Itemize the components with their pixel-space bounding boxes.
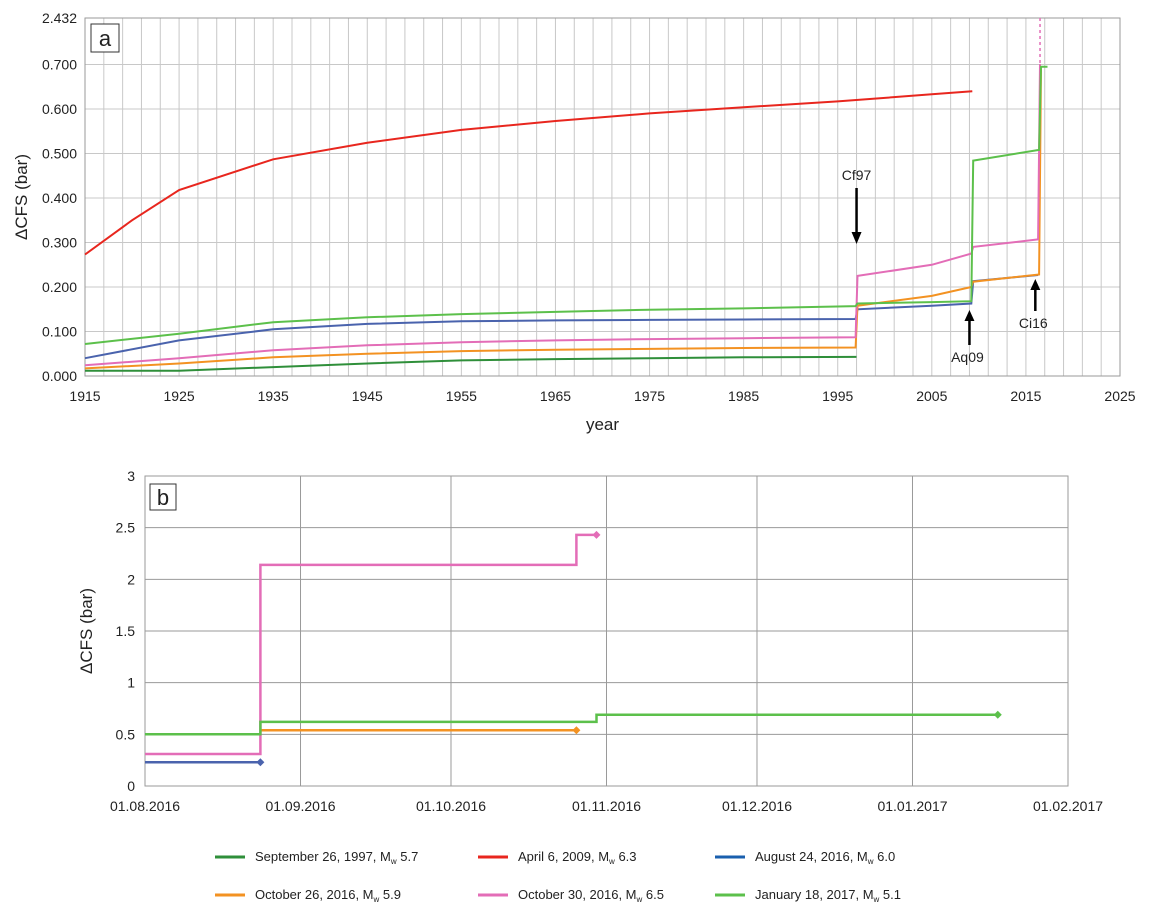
legend-label-text: October 30, 2016, M	[518, 887, 637, 902]
y-tick-label: 3	[127, 468, 135, 484]
x-tick-label: 1945	[352, 388, 383, 404]
x-tick-label: 2025	[1104, 388, 1135, 404]
y-axis-label: ΔCFS (bar)	[77, 588, 96, 674]
series-line-a-2	[84, 274, 1039, 360]
series-line-a-3	[84, 68, 1042, 370]
annotation-arrowhead	[851, 232, 862, 244]
x-tick-label: 1915	[69, 388, 100, 404]
legend-label-magnitude: 6.5	[642, 887, 664, 902]
legend-label-text: April 6, 2009, M	[518, 849, 609, 864]
y-tick-label: 0.5	[116, 726, 136, 742]
legend-label-magnitude: 5.1	[879, 887, 901, 902]
y-tick-label: 0.200	[42, 279, 77, 295]
legend-label-subscript: w	[373, 895, 380, 904]
y-tick-label: 2.432	[42, 10, 77, 26]
legend-label: September 26, 1997, Mw 5.7	[255, 849, 418, 866]
plot-frame	[84, 17, 1121, 377]
legend-label-subscript: w	[636, 895, 643, 904]
y-tick-label: 1	[127, 675, 135, 691]
series-line-a-5	[84, 65, 1048, 345]
x-tick-label: 1955	[446, 388, 477, 404]
series-end-marker	[256, 758, 265, 767]
legend-label-subscript: w	[867, 857, 874, 866]
x-tick-label: 1975	[634, 388, 665, 404]
legend-label-subscript: w	[608, 857, 615, 866]
annotation-arrowhead	[1030, 279, 1041, 290]
x-tick-label: 01.09.2016	[265, 798, 335, 814]
panel-label-box	[149, 483, 177, 511]
y-tick-label: 0.500	[42, 146, 77, 162]
legend-label-text: October 26, 2016, M	[255, 887, 374, 902]
legend-label-text: August 24, 2016, M	[755, 849, 868, 864]
y-tick-label: 2	[127, 571, 135, 587]
x-tick-label: 1965	[540, 388, 571, 404]
legend-label: August 24, 2016, Mw 6.0	[755, 849, 895, 866]
x-tick-label: 2005	[916, 388, 947, 404]
x-tick-label: 2015	[1010, 388, 1041, 404]
series-line-a-0	[85, 355, 857, 372]
annotation-arrowhead	[964, 310, 975, 321]
y-tick-label: 0.600	[42, 101, 77, 117]
panel-b: 0 0.5 1 1.5 2 2.5 3 01.08.2016 01.09.2016 01.10.2…	[77, 468, 1103, 814]
panel-label-box	[90, 23, 120, 53]
x-tick-label: 01.10.2016	[416, 798, 486, 814]
legend-label: October 26, 2016, Mw 5.9	[255, 887, 401, 904]
annotation-label: Aq09	[951, 349, 984, 365]
x-tick-label: 1985	[728, 388, 759, 404]
legend-label: October 30, 2016, Mw 6.5	[518, 887, 664, 904]
series-line-b-1	[145, 533, 597, 756]
x-tick-label: 1925	[164, 388, 195, 404]
panel-label: b	[157, 485, 169, 510]
legend-label-magnitude: 6.3	[615, 849, 637, 864]
legend-label: April 6, 2009, Mw 6.3	[518, 849, 637, 866]
y-tick-label: 0.400	[42, 190, 77, 206]
x-tick-label: 01.02.2017	[1033, 798, 1103, 814]
legend-label-magnitude: 5.7	[397, 849, 419, 864]
x-tick-label: 1935	[258, 388, 289, 404]
panel-label: a	[99, 26, 112, 51]
series-end-marker	[572, 726, 581, 735]
legend-label-text: September 26, 1997, M	[255, 849, 391, 864]
y-tick-label: 0	[127, 778, 135, 794]
series-line-a-1	[84, 90, 973, 256]
annotation-label: Cf97	[842, 167, 872, 183]
x-tick-label: 1995	[822, 388, 853, 404]
legend-label-subscript: w	[873, 895, 880, 904]
y-tick-label: 0.000	[42, 368, 77, 384]
x-tick-label: 01.12.2016	[722, 798, 792, 814]
y-axis-label: ΔCFS (bar)	[12, 154, 31, 240]
legend-label-text: January 18, 2017, M	[755, 887, 874, 902]
x-tick-label: 01.11.2016	[572, 798, 641, 814]
plot-frame	[144, 475, 1069, 787]
y-tick-label: 0.300	[42, 235, 77, 251]
legend: September 26, 1997, Mw 5.7 April 6, 2009,…	[215, 849, 901, 904]
x-tick-label: 01.08.2016	[110, 798, 180, 814]
x-axis-label: year	[586, 415, 619, 434]
series-end-marker	[592, 530, 601, 539]
legend-label: January 18, 2017, Mw 5.1	[755, 887, 901, 904]
legend-label-magnitude: 6.0	[874, 849, 896, 864]
y-tick-label: 0.700	[42, 57, 77, 73]
legend-label-subscript: w	[390, 857, 397, 866]
y-tick-label: 1.5	[116, 623, 136, 639]
series-line-b-3	[145, 713, 998, 736]
legend-label-magnitude: 5.9	[379, 887, 401, 902]
panel-a: 0.000 0.100 0.200 0.300 0.400 0.500 0.600 0.700…	[12, 10, 1136, 434]
x-tick-label: 01.01.2017	[877, 798, 947, 814]
annotation-label: Ci16	[1019, 315, 1048, 331]
series-end-marker	[993, 710, 1002, 719]
y-tick-label: 2.5	[116, 520, 136, 536]
y-tick-label: 0.100	[42, 324, 77, 340]
